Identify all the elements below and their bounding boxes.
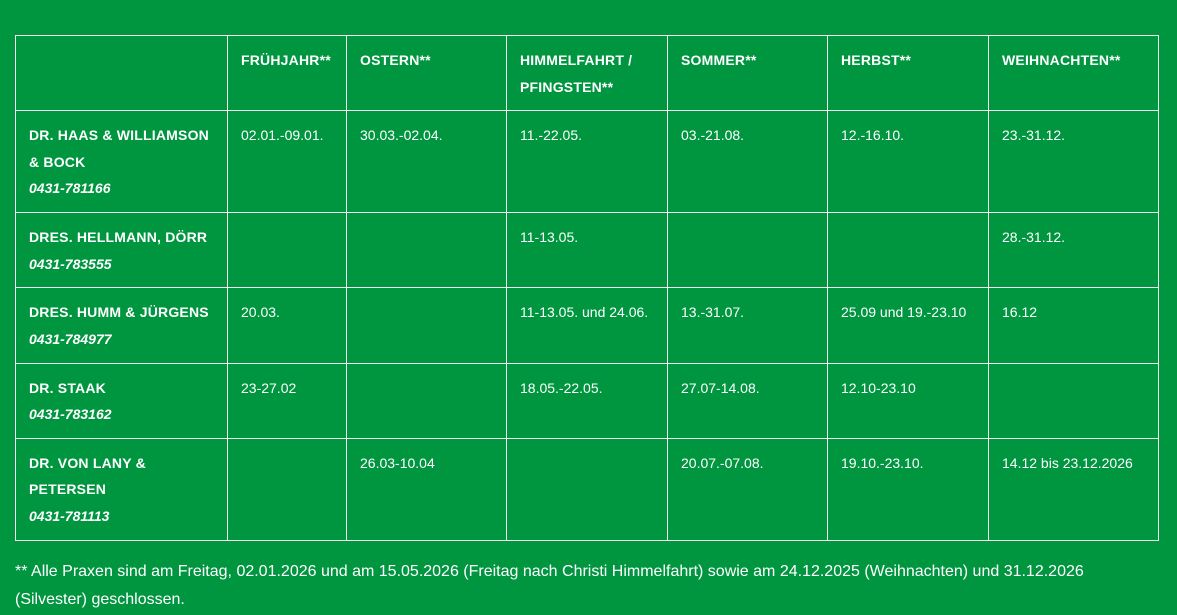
date-cell: 23-27.02 bbox=[227, 362, 347, 439]
date-cell bbox=[827, 212, 989, 289]
practice-name: DR. VON LANY & PETERSEN bbox=[29, 454, 146, 498]
table-row: DR. VON LANY & PETERSEN 0431-781113 26.0… bbox=[15, 437, 1159, 541]
table-row: DRES. HELLMANN, DÖRR 0431-783555 11-13.0… bbox=[15, 212, 1159, 289]
date-cell: 02.01.-09.01. bbox=[227, 110, 347, 214]
date-cell: 18.05.-22.05. bbox=[506, 362, 668, 439]
practice-name: DR. STAAK bbox=[29, 379, 106, 396]
date-cell: 26.03-10.04 bbox=[346, 437, 507, 541]
date-cell: 30.03.-02.04. bbox=[346, 110, 507, 214]
date-cell: 16.12 bbox=[988, 287, 1159, 364]
header-row: FRÜHJAHR** OSTERN** HIMMELFAHRT / PFINGS… bbox=[15, 34, 1159, 112]
date-cell: 11-13.05. bbox=[506, 212, 668, 289]
practice-cell: DR. HAAS & WILLIAMSON & BOCK 0431-781166 bbox=[15, 110, 228, 214]
date-cell: 12.-16.10. bbox=[827, 110, 989, 214]
page: { "colors": { "background": "#009640", "… bbox=[15, 34, 1159, 609]
practice-phone: 0431-781113 bbox=[29, 507, 110, 524]
column-header-fruehjahr: FRÜHJAHR** bbox=[227, 34, 347, 112]
column-header-himmelfahrt-pfingsten: HIMMELFAHRT / PFINGSTEN** bbox=[506, 34, 668, 112]
practice-cell: DR. STAAK 0431-783162 bbox=[15, 362, 228, 439]
date-cell: 14.12 bis 23.12.2026 bbox=[988, 437, 1159, 541]
date-cell: 19.10.-23.10. bbox=[827, 437, 989, 541]
practice-phone: 0431-784977 bbox=[29, 330, 112, 347]
practice-name: DRES. HUMM & JÜRGENS bbox=[29, 304, 209, 321]
column-header-herbst: HERBST** bbox=[827, 34, 989, 112]
date-cell: 23.-31.12. bbox=[988, 110, 1159, 214]
practice-cell: DRES. HUMM & JÜRGENS 0431-784977 bbox=[15, 287, 228, 364]
date-cell: 20.03. bbox=[227, 287, 347, 364]
vacation-schedule-table: FRÜHJAHR** OSTERN** HIMMELFAHRT / PFINGS… bbox=[15, 34, 1159, 541]
date-cell: 13.-31.07. bbox=[667, 287, 828, 364]
date-cell bbox=[988, 362, 1159, 439]
practice-cell: DRES. HELLMANN, DÖRR 0431-783555 bbox=[15, 212, 228, 289]
practice-name: DRES. HELLMANN, DÖRR bbox=[29, 229, 208, 246]
date-cell: 28.-31.12. bbox=[988, 212, 1159, 289]
practice-phone: 0431-781166 bbox=[29, 180, 111, 197]
column-header-sommer: SOMMER** bbox=[667, 34, 828, 112]
practice-name: DR. HAAS & WILLIAMSON & BOCK bbox=[29, 127, 209, 170]
date-cell: 20.07.-07.08. bbox=[667, 437, 828, 541]
date-cell bbox=[227, 212, 347, 289]
column-header-weihnachten: WEIHNACHTEN** bbox=[988, 34, 1159, 112]
column-header-ostern: OSTERN** bbox=[346, 34, 507, 112]
date-cell: 25.09 und 19.-23.10 bbox=[827, 287, 989, 364]
date-cell: 03.-21.08. bbox=[667, 110, 828, 214]
date-cell: 11-13.05. und 24.06. bbox=[506, 287, 668, 364]
date-cell bbox=[506, 437, 668, 541]
table-row: DR. HAAS & WILLIAMSON & BOCK 0431-781166… bbox=[15, 110, 1159, 214]
date-cell bbox=[346, 287, 507, 364]
column-header-practice bbox=[15, 34, 228, 112]
practice-cell: DR. VON LANY & PETERSEN 0431-781113 bbox=[15, 437, 228, 541]
date-cell: 27.07-14.08. bbox=[667, 362, 828, 439]
date-cell: 11.-22.05. bbox=[506, 110, 668, 214]
date-cell bbox=[346, 212, 507, 289]
practice-phone: 0431-783162 bbox=[29, 406, 112, 423]
practice-phone: 0431-783555 bbox=[29, 255, 112, 272]
table-row: DRES. HUMM & JÜRGENS 0431-784977 20.03. … bbox=[15, 287, 1159, 364]
date-cell bbox=[667, 212, 828, 289]
footnote: ** Alle Praxen sind am Freitag, 02.01.20… bbox=[15, 562, 1084, 609]
date-cell bbox=[346, 362, 507, 439]
table-row: DR. STAAK 0431-783162 23-27.02 18.05.-22… bbox=[15, 362, 1159, 439]
date-cell bbox=[227, 437, 347, 541]
date-cell: 12.10-23.10 bbox=[827, 362, 989, 439]
